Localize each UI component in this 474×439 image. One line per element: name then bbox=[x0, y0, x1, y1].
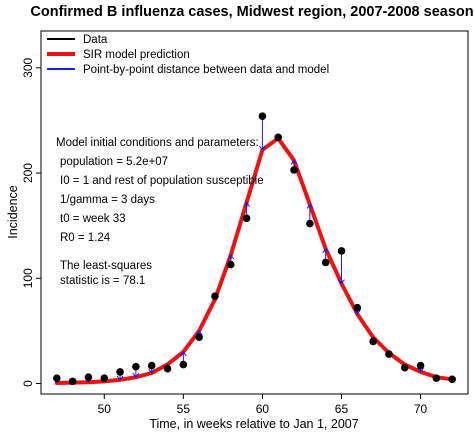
data-point bbox=[353, 303, 362, 312]
data-point bbox=[163, 364, 172, 373]
data-point bbox=[274, 133, 283, 142]
data-point bbox=[68, 377, 77, 386]
annotation-line: statistic is = 78.1 bbox=[60, 275, 145, 287]
distance-segment bbox=[338, 250, 345, 285]
plot-frame bbox=[40, 30, 469, 395]
x-tick-label: 60 bbox=[256, 402, 270, 416]
data-point bbox=[321, 258, 330, 267]
data-point bbox=[195, 333, 203, 341]
data-point bbox=[385, 350, 393, 358]
data-point bbox=[53, 374, 61, 383]
data-point bbox=[242, 214, 251, 223]
data-point bbox=[306, 219, 314, 228]
data-points bbox=[53, 112, 456, 386]
legend-label: SIR model prediction bbox=[83, 49, 190, 61]
data-point bbox=[84, 373, 93, 381]
x-tick-label: 70 bbox=[414, 402, 428, 416]
data-point bbox=[179, 360, 188, 369]
legend-label: Point-by-point distance between data and… bbox=[83, 64, 329, 76]
y-axis-label: Incidence bbox=[6, 185, 20, 239]
annotation-line: Model initial conditions and parameters: bbox=[56, 137, 259, 149]
data-point bbox=[226, 260, 235, 269]
data-point bbox=[448, 375, 456, 384]
data-point bbox=[100, 374, 109, 383]
y-tick-label: 200 bbox=[21, 163, 35, 183]
data-point bbox=[369, 337, 377, 346]
x-tick-label: 50 bbox=[98, 402, 112, 416]
data-point bbox=[416, 361, 425, 370]
data-point bbox=[290, 166, 298, 174]
annotation-line: R0 = 1.24 bbox=[60, 232, 111, 244]
legend-label: Data bbox=[83, 34, 108, 46]
legend: Data SIR model prediction Point-by-point d… bbox=[47, 34, 329, 76]
x-tick-label: 55 bbox=[177, 402, 191, 416]
sir-model-line bbox=[54, 136, 455, 385]
annotation-line: 1/gamma = 3 days bbox=[60, 194, 155, 206]
y-tick-label: 300 bbox=[21, 57, 35, 77]
data-point bbox=[116, 368, 124, 376]
data-point bbox=[258, 112, 267, 121]
annotation-line: t0 = week 33 bbox=[60, 213, 126, 225]
model-line-group bbox=[54, 136, 455, 385]
annotation-line: population = 5.2e+07 bbox=[60, 156, 168, 168]
y-tick-label: 100 bbox=[21, 268, 35, 288]
data-point bbox=[432, 374, 441, 383]
data-point bbox=[400, 363, 409, 372]
x-axis: 50 55 60 65 70 bbox=[98, 394, 428, 416]
annotation-box: Model initial conditions and parameters:… bbox=[56, 137, 264, 287]
data-point bbox=[211, 292, 219, 300]
annotation-line: The least-squares bbox=[60, 260, 152, 272]
y-axis: 0 100 200 300 bbox=[21, 57, 41, 387]
data-point bbox=[147, 361, 156, 370]
chart-title: Confirmed B influenza cases, Midwest reg… bbox=[30, 4, 473, 20]
data-point bbox=[132, 362, 140, 371]
annotation-line: I0 = 1 and rest of population susceptibl… bbox=[60, 175, 264, 187]
distance-segment bbox=[259, 116, 266, 151]
data-point bbox=[337, 247, 346, 255]
y-tick-label: 0 bbox=[21, 380, 35, 387]
x-axis-label: Time, in weeks relative to Jan 1, 2007 bbox=[149, 417, 358, 431]
x-tick-label: 65 bbox=[335, 402, 349, 416]
